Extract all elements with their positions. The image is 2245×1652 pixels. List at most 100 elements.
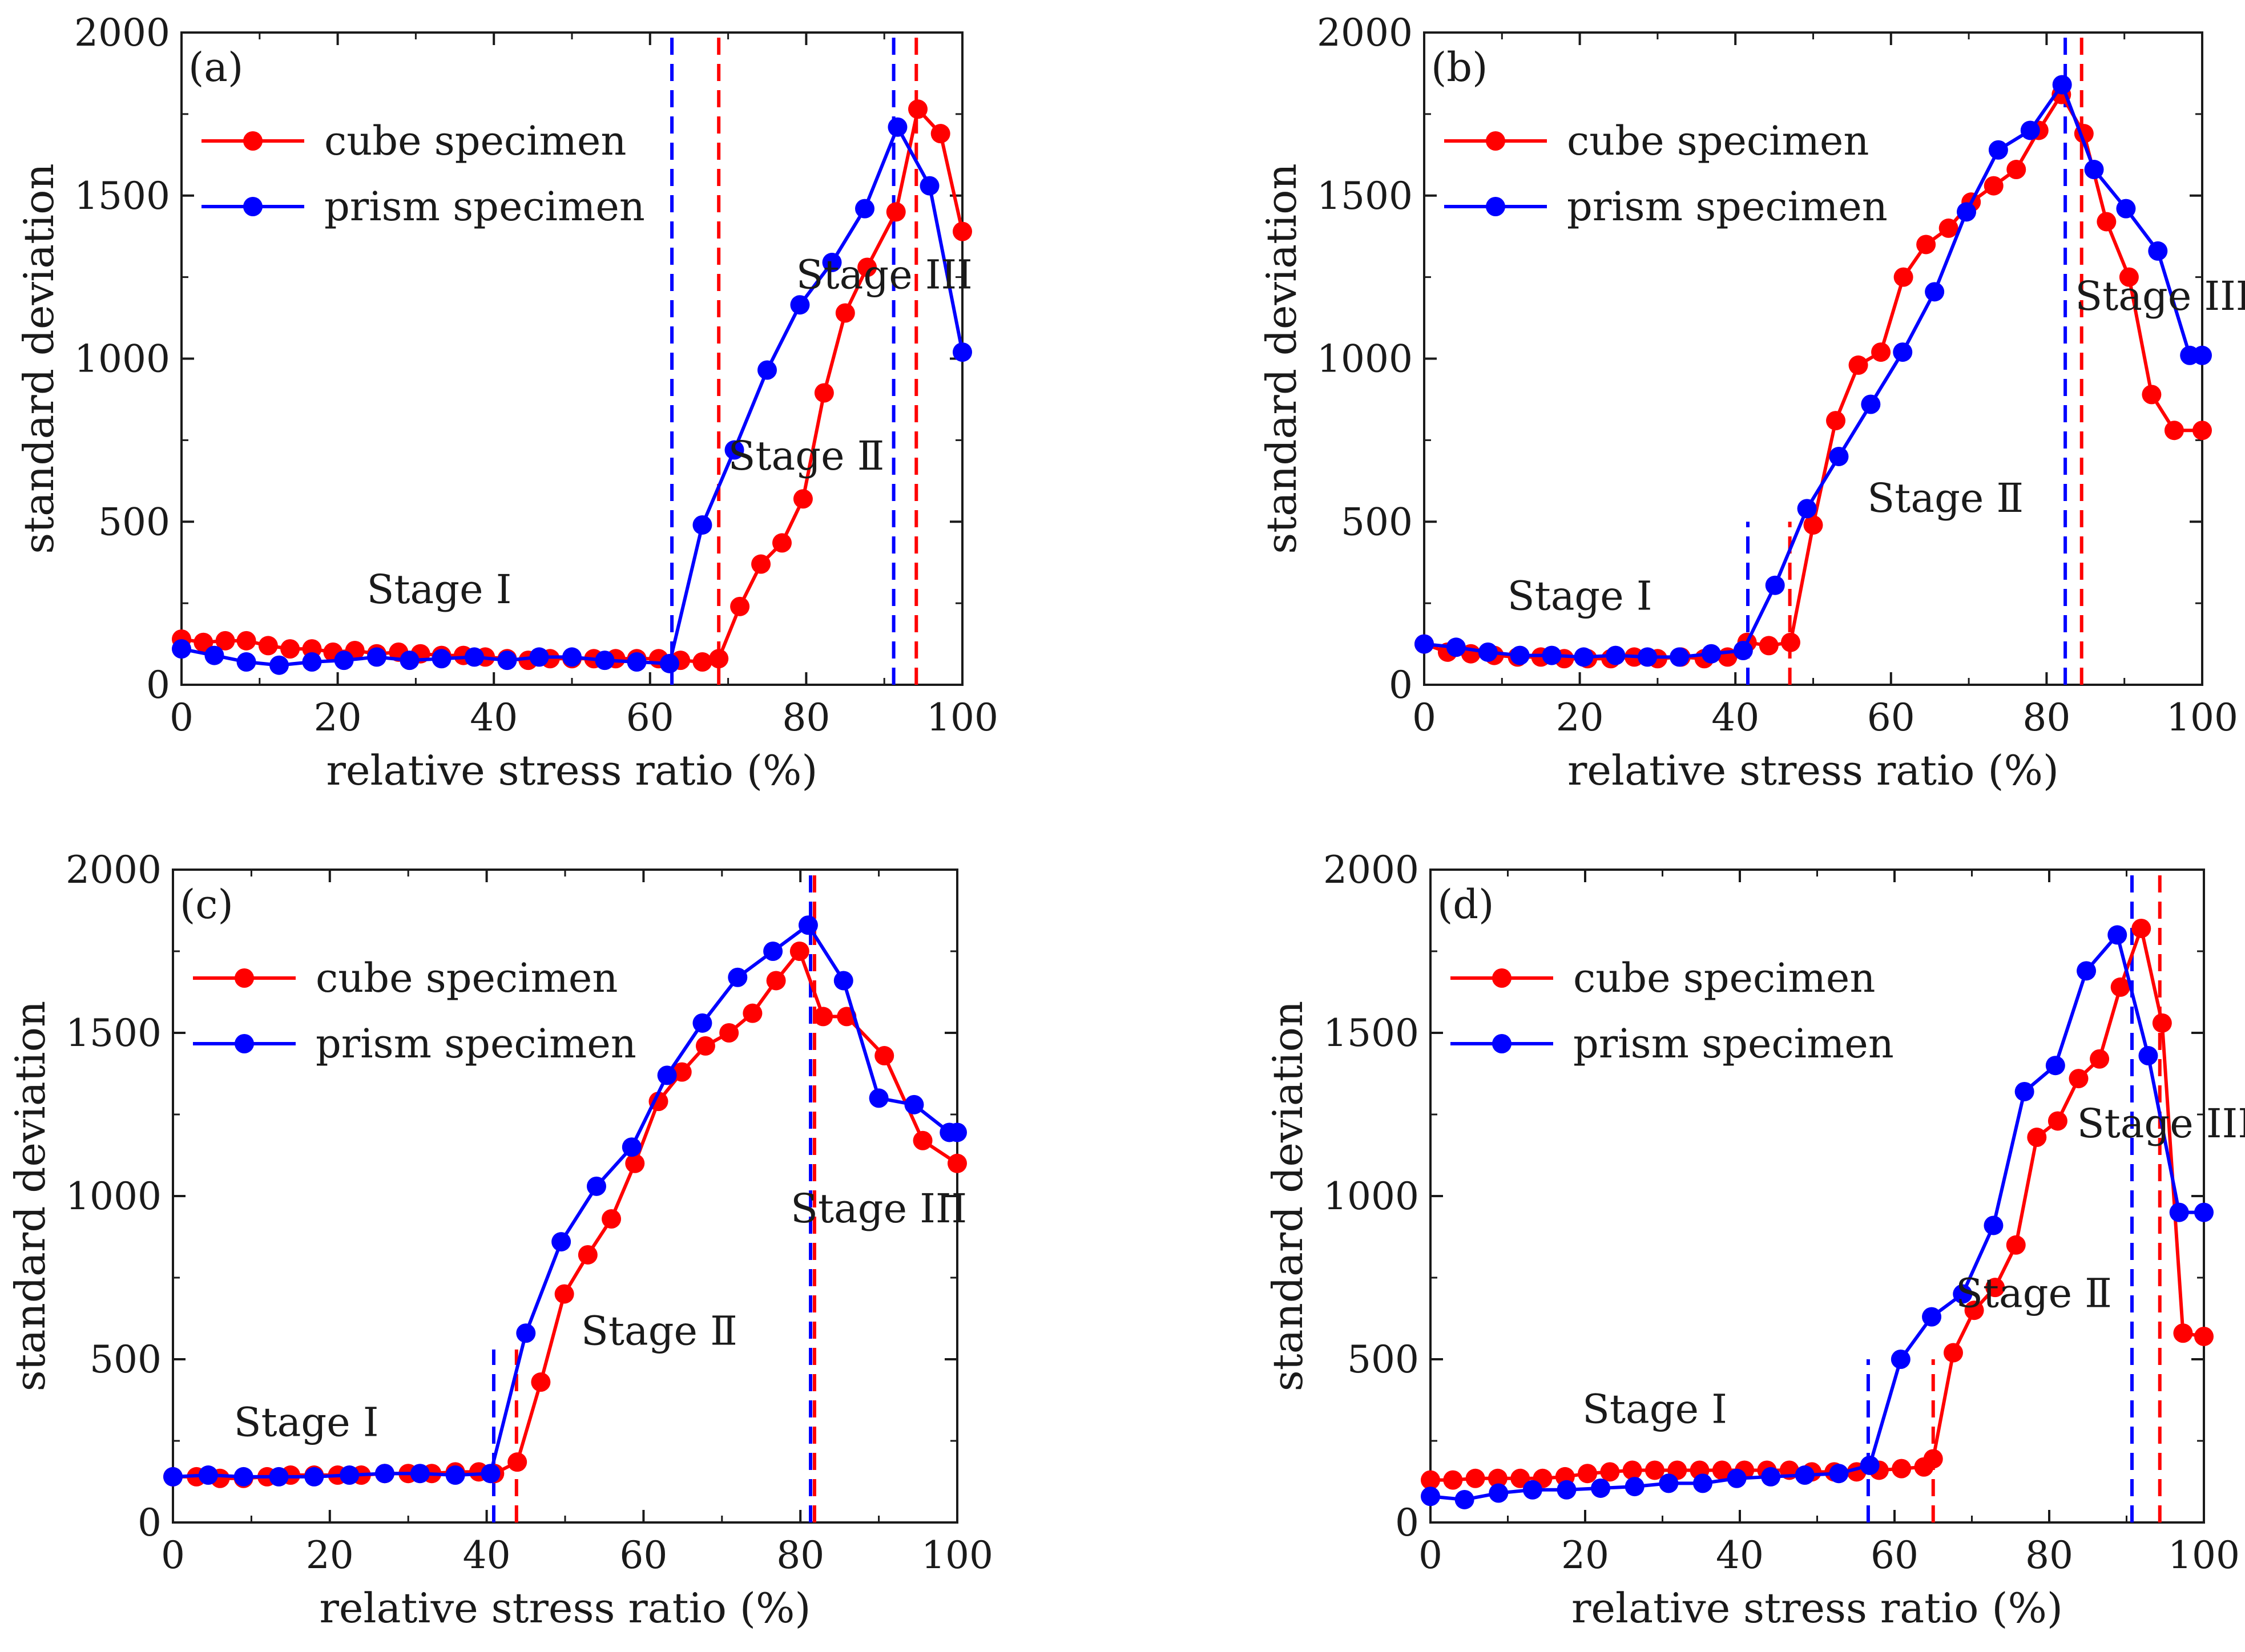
data-point <box>660 653 679 673</box>
x-axis-label: relative stress ratio (%) <box>1571 1584 2063 1632</box>
data-point <box>595 651 615 671</box>
y-tick-label: 0 <box>1389 663 1413 707</box>
data-point <box>1443 1470 1463 1490</box>
data-point <box>236 631 256 651</box>
data-point <box>2192 421 2212 441</box>
data-point <box>258 636 278 656</box>
data-point <box>1761 1467 1781 1487</box>
data-point <box>2110 977 2130 997</box>
data-point <box>855 199 874 219</box>
data-point <box>2152 1013 2172 1033</box>
data-point <box>1925 282 1945 302</box>
data-point <box>1489 1483 1509 1503</box>
y-tick-label: 1000 <box>1323 1174 1419 1218</box>
data-point <box>1478 642 1498 662</box>
data-point <box>2014 1081 2034 1101</box>
data-point <box>2194 1202 2214 1222</box>
x-tick-label: 100 <box>921 1533 993 1577</box>
y-tick-label: 500 <box>1341 500 1413 544</box>
data-point <box>334 651 354 671</box>
prism-legend-marker <box>243 197 263 216</box>
data-point <box>304 1467 324 1487</box>
panel-label: (b) <box>1431 44 1488 91</box>
data-point <box>1712 1460 1732 1480</box>
data-point <box>1953 1284 1973 1304</box>
data-point <box>1985 1278 2005 1298</box>
data-point <box>194 632 213 652</box>
x-tick-label: 60 <box>1871 1533 1918 1577</box>
data-point <box>400 651 420 671</box>
y-axis-label: standard deviation <box>15 163 63 554</box>
data-point <box>2097 212 2117 232</box>
data-point <box>2107 925 2127 945</box>
prism-legend-marker <box>1492 1034 1512 1053</box>
data-point <box>215 631 235 651</box>
data-point <box>1829 446 1849 466</box>
stage-annotation: Stage Ⅰ <box>1582 1386 1727 1433</box>
data-point <box>1510 645 1530 665</box>
data-point <box>948 1153 967 1173</box>
x-axis-label: relative stress ratio (%) <box>320 1584 811 1632</box>
data-point <box>757 360 777 380</box>
stage-annotation: Stage III <box>791 1185 967 1232</box>
panel-label: (c) <box>180 881 233 928</box>
data-point <box>798 915 818 935</box>
data-point <box>340 1465 360 1485</box>
data-point <box>529 647 549 667</box>
stage-annotation: Stage Ⅰ <box>366 566 511 613</box>
data-point <box>692 652 712 672</box>
data-point <box>1488 1468 1508 1488</box>
data-point <box>622 1137 642 1157</box>
data-point <box>562 647 582 667</box>
panel-label: (a) <box>188 44 243 91</box>
x-tick-label: 80 <box>776 1533 824 1577</box>
cube-legend-label: cube specimen <box>324 118 626 164</box>
data-point <box>790 295 810 315</box>
prism-legend-label: prism specimen <box>324 183 645 230</box>
data-point <box>2006 160 2026 180</box>
cube-legend-marker <box>243 131 263 151</box>
data-point <box>751 554 771 574</box>
data-point <box>1893 267 1913 287</box>
data-point <box>2069 1069 2089 1089</box>
data-point <box>367 647 386 667</box>
prism-series <box>1414 75 2212 667</box>
data-point <box>886 202 906 222</box>
stage-annotation: Stage Ⅰ <box>1508 573 1652 620</box>
data-point <box>445 1465 465 1485</box>
data-point <box>1454 1489 1474 1509</box>
data-point <box>822 252 842 272</box>
data-point <box>551 1232 571 1252</box>
data-point <box>2131 918 2151 938</box>
stage-annotation: Stage III <box>2077 1100 2245 1147</box>
data-point <box>2027 1128 2047 1148</box>
data-point <box>1988 140 2008 160</box>
x-tick-label: 80 <box>2025 1533 2073 1577</box>
x-tick-label: 40 <box>1711 696 1759 740</box>
data-point <box>2164 421 2184 441</box>
data-point <box>2045 1056 2065 1076</box>
data-point <box>1871 342 1891 362</box>
data-point <box>1606 645 1626 665</box>
data-point <box>2169 1202 2189 1222</box>
stage-annotation: Stage III <box>2075 273 2245 320</box>
data-point <box>2173 1323 2193 1343</box>
x-tick-label: 80 <box>2022 696 2070 740</box>
data-point <box>1938 218 1958 238</box>
cube-series <box>1421 918 2214 1490</box>
legend: cube specimen prism specimen <box>1444 118 1888 230</box>
data-point <box>1522 1480 1542 1500</box>
data-point <box>948 1122 967 1142</box>
y-tick-label: 0 <box>138 1501 162 1545</box>
data-point <box>908 99 928 119</box>
data-point <box>578 1245 598 1265</box>
y-tick-label: 500 <box>1347 1338 1419 1382</box>
data-point <box>481 1464 501 1484</box>
data-point <box>1622 1460 1642 1480</box>
data-point <box>763 942 783 961</box>
x-tick-label: 0 <box>170 696 194 740</box>
x-tick-label: 60 <box>626 696 674 740</box>
